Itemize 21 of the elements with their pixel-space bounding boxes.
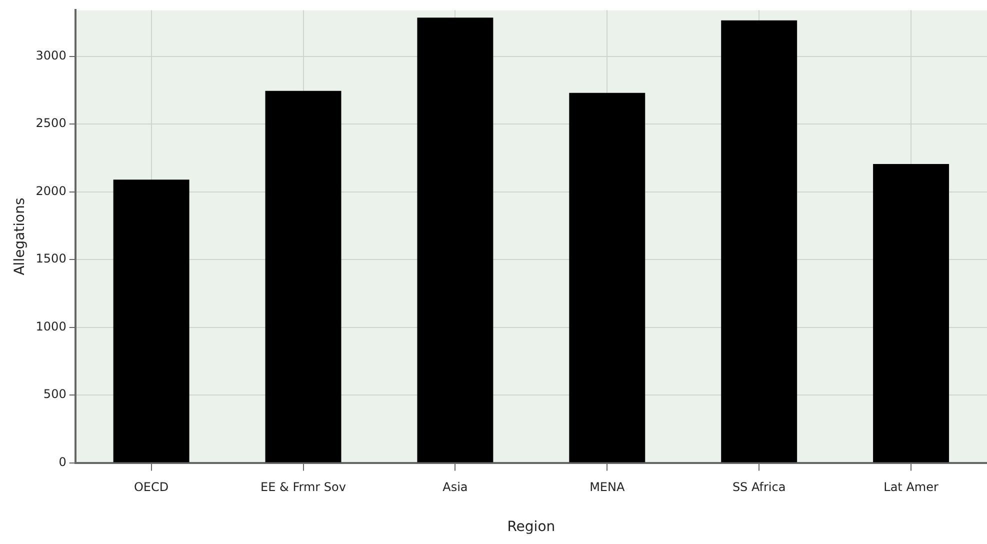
y-tick-label: 500 (43, 387, 66, 402)
y-tick-label: 0 (58, 454, 66, 469)
bar (569, 92, 646, 462)
x-tick-label: MENA (590, 480, 626, 494)
x-tick-label: SS Africa (732, 480, 786, 494)
y-tick-label: 2500 (36, 116, 66, 130)
x-tick-label: EE & Frmr Sov (260, 480, 346, 494)
y-tick-label: 3000 (36, 48, 66, 62)
bar (417, 18, 494, 462)
x-tick-label: Lat Amer (884, 480, 938, 494)
y-tick-label: 1500 (36, 252, 66, 266)
x-tick-label: Asia (442, 480, 468, 494)
y-tick-label: 1000 (36, 319, 66, 334)
x-axis-title: Region (507, 519, 556, 536)
y-tick-label: 2000 (36, 184, 66, 198)
y-axis-title: Allegations (12, 198, 28, 276)
bar (873, 164, 950, 462)
bar (721, 20, 798, 462)
bar (113, 180, 190, 462)
bar (265, 90, 342, 462)
x-tick-label: OECD (134, 480, 169, 494)
